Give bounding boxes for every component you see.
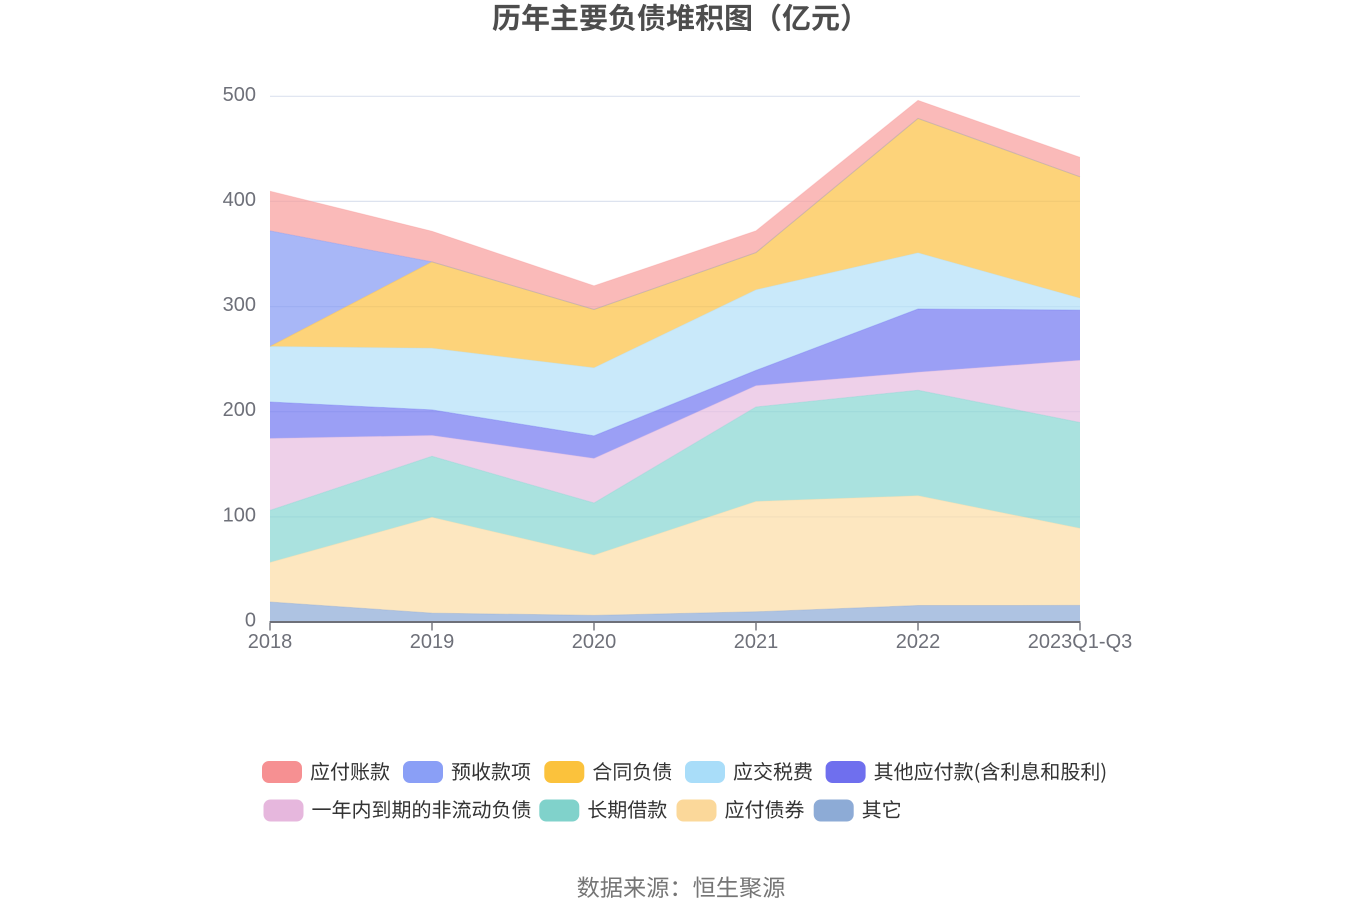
svg-text:100: 100	[223, 504, 256, 526]
svg-text:2019: 2019	[410, 631, 455, 653]
svg-text:300: 300	[223, 294, 256, 316]
svg-text:0: 0	[245, 610, 256, 632]
svg-text:400: 400	[223, 189, 256, 211]
svg-text:2022: 2022	[896, 631, 941, 653]
svg-text:2018: 2018	[248, 631, 293, 653]
svg-text:2023Q1-Q3: 2023Q1-Q3	[1028, 631, 1133, 653]
svg-text:500: 500	[223, 84, 256, 106]
svg-text:2020: 2020	[572, 631, 617, 653]
svg-text:200: 200	[223, 399, 256, 421]
svg-text:2021: 2021	[734, 631, 779, 653]
